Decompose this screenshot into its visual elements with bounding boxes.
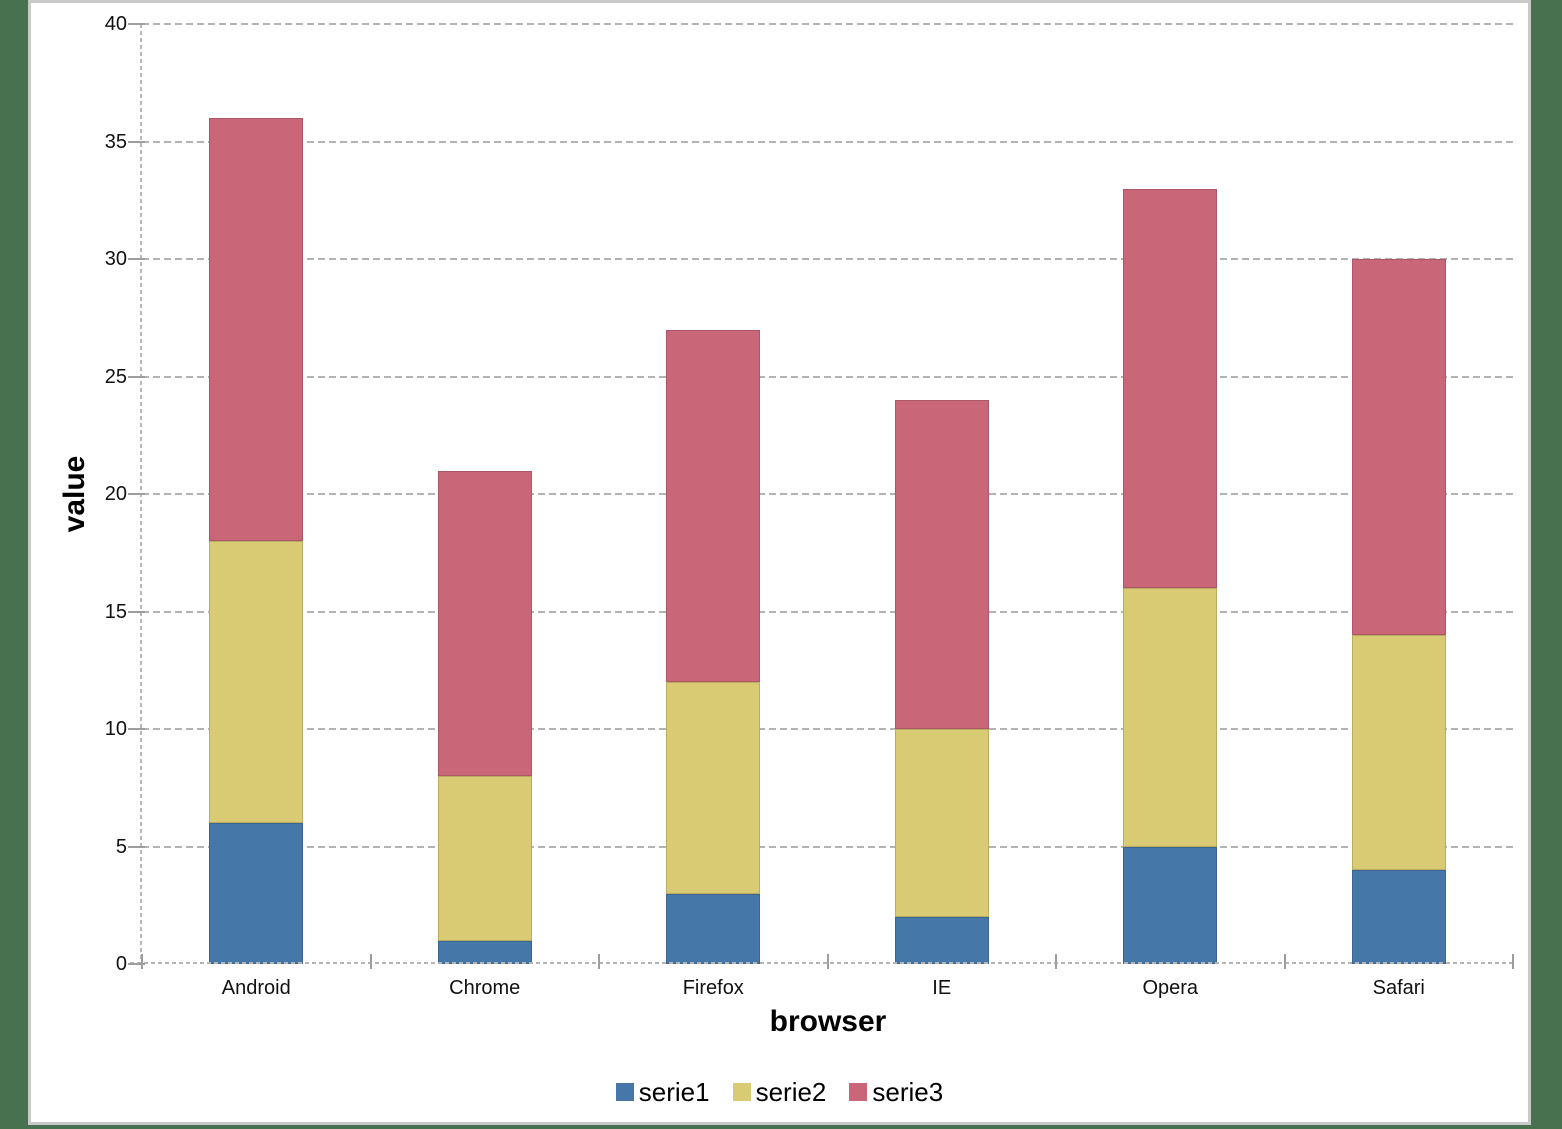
bar-segment-serie3-opera [1123,188,1218,588]
legend: serie1 serie2 serie3 [31,1079,1528,1105]
y-tick-label: 30 [104,248,127,270]
bar-segment-serie3-chrome [437,470,532,776]
x-tick-mark [1283,954,1286,969]
bar-segment-serie2-android [209,541,304,823]
y-tick-label: 10 [104,718,127,740]
bar-segment-serie2-ie [894,729,989,917]
x-category-label: Opera [1142,977,1199,999]
y-tick-mark [128,258,145,260]
chart-content: value browser serie1 serie2 serie3 0 5 10 15 2… [31,3,1528,1122]
x-category-label: Chrome [449,977,521,999]
legend-marker-serie2 [732,1083,751,1101]
bar-segment-serie1-chrome [437,940,532,964]
x-axis-title: browser [769,1005,887,1038]
bar-segment-serie2-opera [1123,588,1218,847]
y-tick-mark [128,140,145,143]
x-tick-mark [826,954,829,969]
y-tick-mark [128,610,145,613]
bar-segment-serie2-firefox [666,682,761,894]
x-category-label: IE [932,977,952,999]
bar-segment-serie1-opera [1123,846,1218,964]
legend-label: serie2 [755,1077,827,1107]
y-gridline [142,140,1513,143]
x-category-label: Firefox [682,977,744,999]
y-tick-label: 15 [104,600,127,623]
y-gridline [142,375,1513,378]
x-axis-line [130,962,1516,964]
legend-item-serie2: serie2 [732,1077,827,1107]
x-category-label: Safari [1372,977,1425,999]
y-tick-label: 0 [115,953,127,975]
y-tick-mark [128,375,145,378]
y-tick-label: 35 [104,130,127,153]
y-tick-label: 25 [104,365,127,388]
y-gridline [142,258,1513,260]
bar-segment-serie1-android [209,823,304,964]
legend-item-serie3: serie3 [849,1079,943,1105]
y-gridline [142,493,1513,495]
bar-segment-serie3-safari [1351,259,1446,635]
bar-segment-serie3-firefox [666,329,761,682]
y-gridline [142,610,1513,613]
y-gridline [142,23,1513,25]
y-gridline [142,728,1513,730]
y-tick-mark [128,963,145,965]
y-tick-mark [128,23,145,25]
x-tick-mark [1512,954,1514,969]
legend-marker-serie3 [849,1083,868,1101]
y-tick-mark [128,493,145,495]
x-tick-mark [1055,954,1057,969]
x-category-label: Android [221,977,291,999]
x-tick-mark [141,954,143,969]
x-tick-mark [369,954,372,969]
y-gridline [142,845,1513,848]
y-tick-label: 5 [115,835,127,858]
bar-segment-serie2-safari [1351,635,1446,870]
y-tick-label: 20 [104,483,127,505]
y-tick-mark [128,728,145,730]
legend-label: serie1 [638,1077,710,1107]
legend-label: serie3 [872,1077,944,1107]
legend-marker-serie1 [615,1083,634,1101]
bar-segment-serie3-android [209,118,304,541]
y-tick-mark [128,845,145,848]
legend-item-serie1: serie1 [615,1077,710,1107]
bar-segment-serie1-ie [894,917,989,964]
y-tick-label: 40 [104,13,127,35]
bar-segment-serie1-firefox [666,893,761,964]
chart-panel: value browser serie1 serie2 serie3 0 5 10 15 2… [28,0,1531,1125]
bar-segment-serie2-chrome [437,776,532,941]
plot-area [142,23,1513,964]
bar-segment-serie1-safari [1351,870,1446,964]
bar-segment-serie3-ie [894,400,989,729]
x-tick-mark [598,954,600,969]
